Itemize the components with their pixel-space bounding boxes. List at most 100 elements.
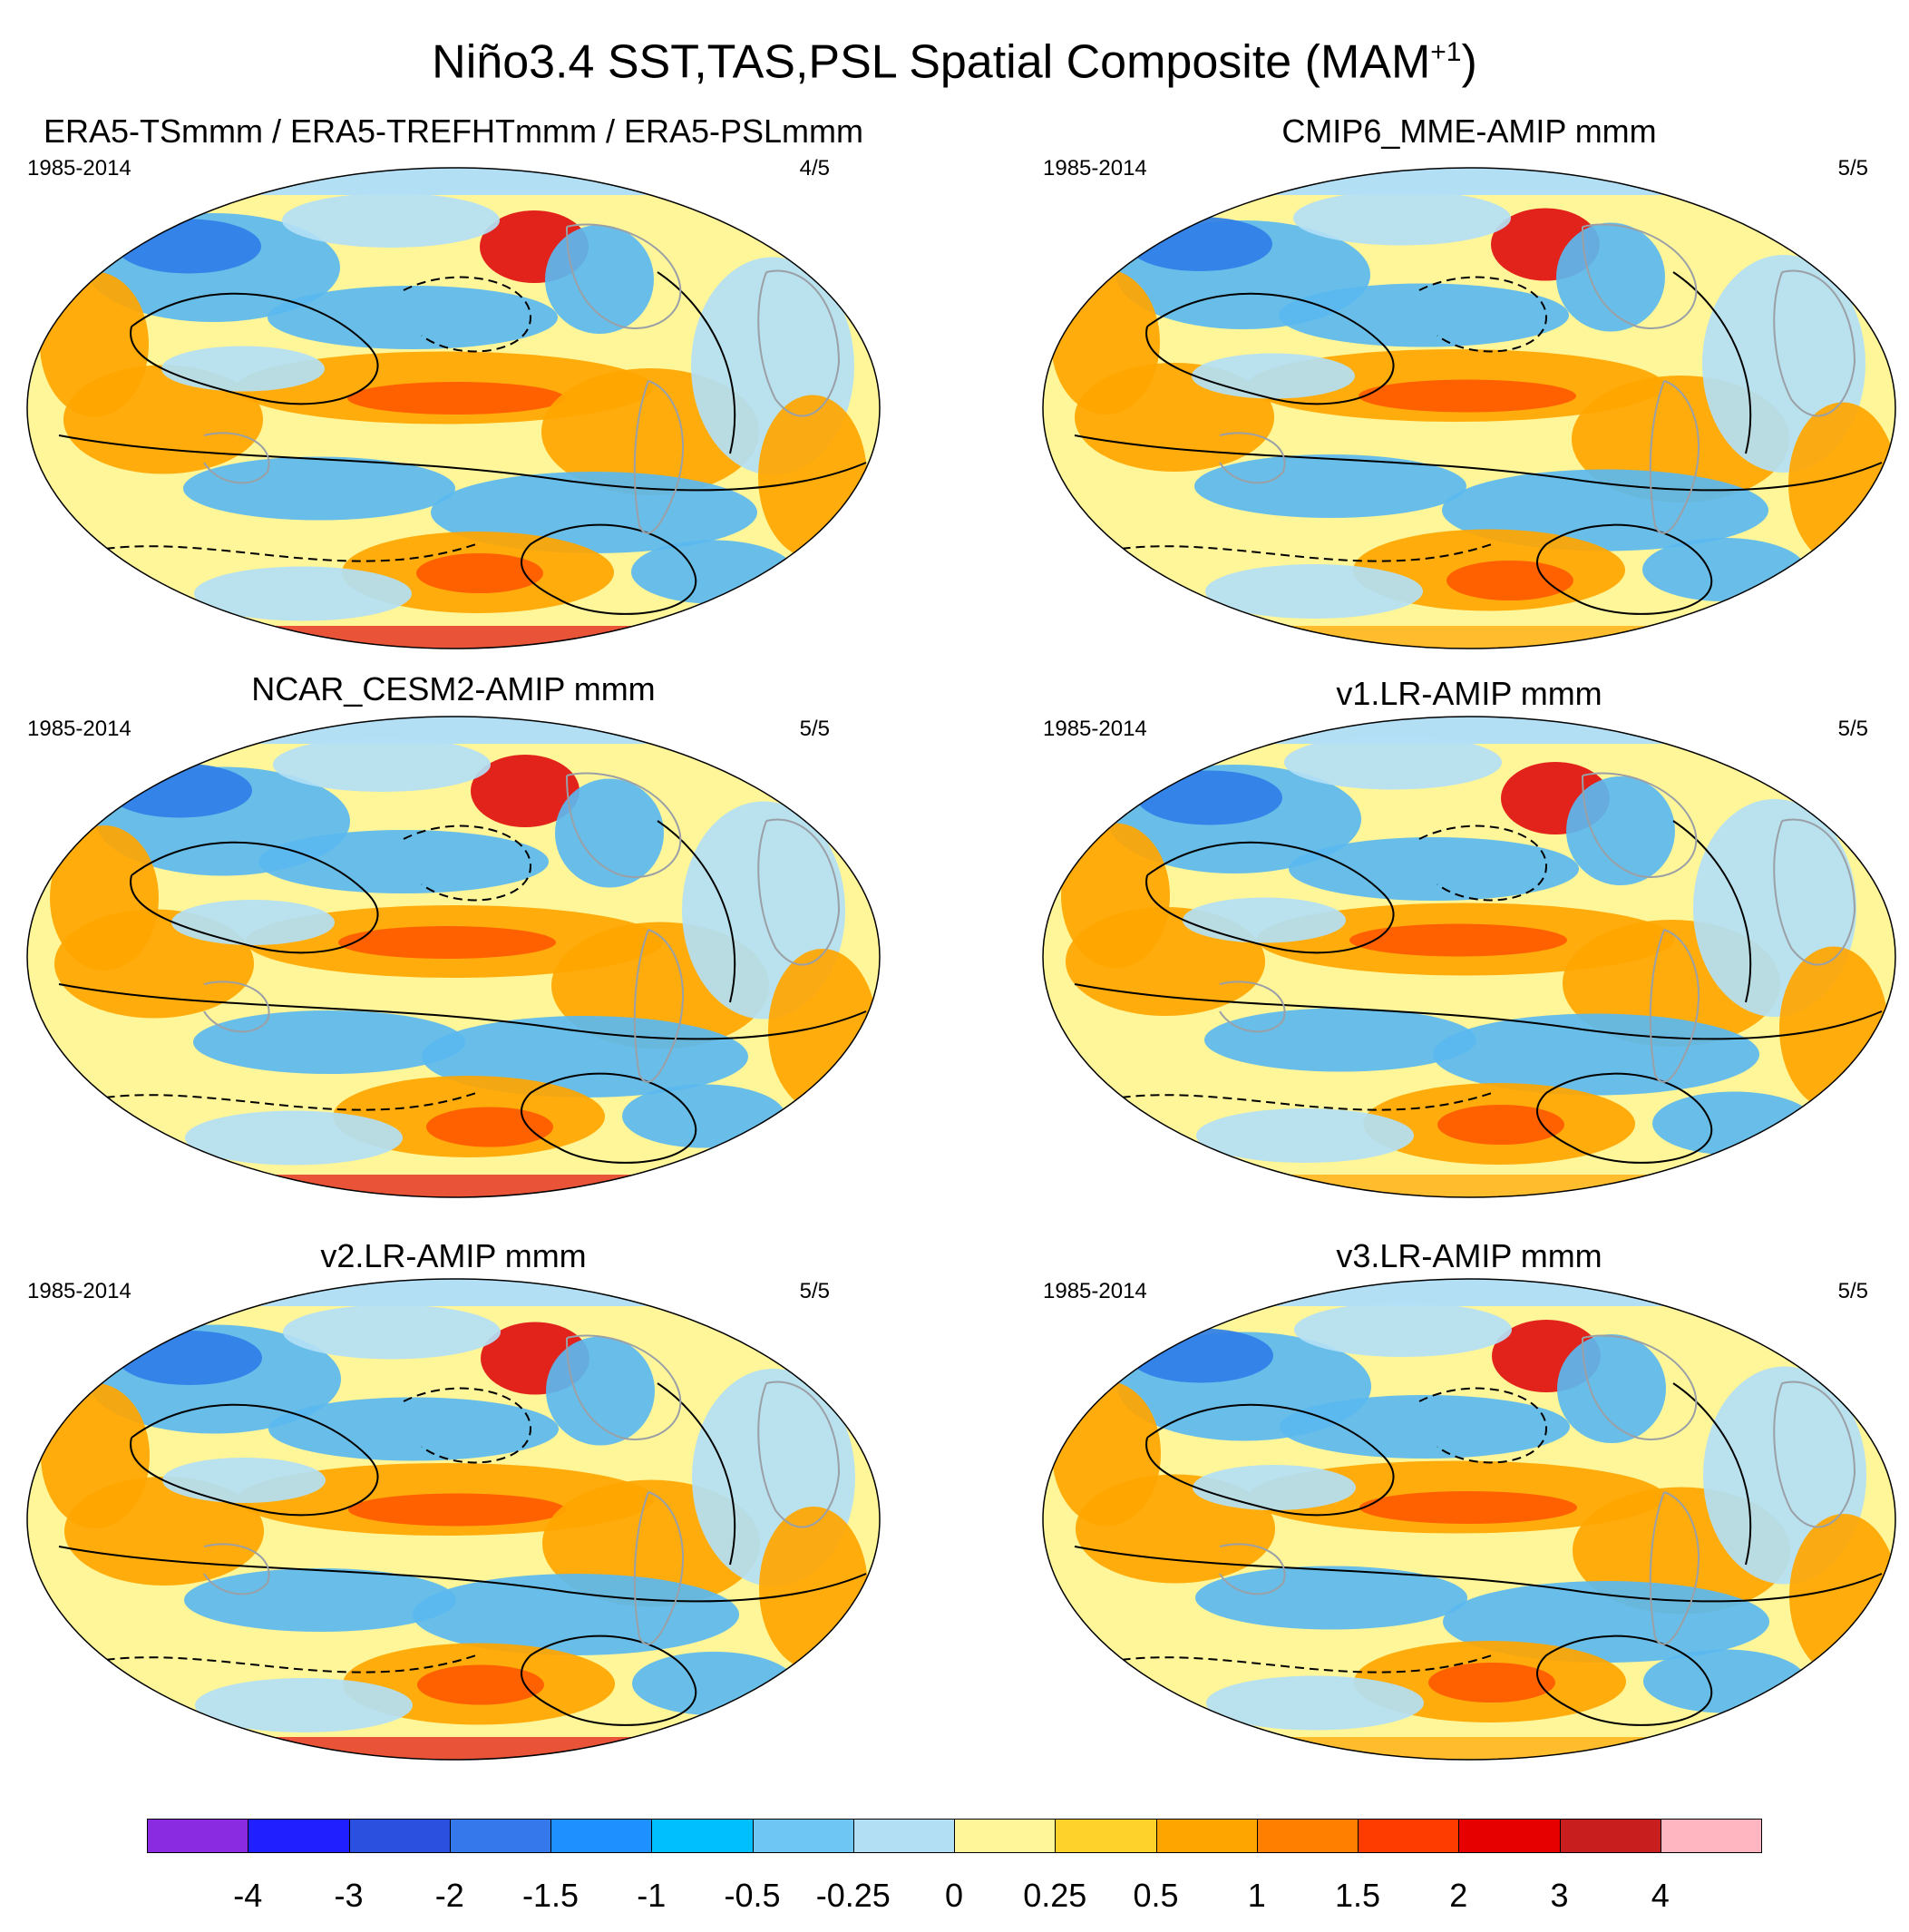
coastline [1219, 1543, 1286, 1595]
colorbar-tick-label: 0 [944, 1877, 964, 1914]
anomaly-patch [1194, 454, 1466, 518]
anomaly-patch [759, 1507, 868, 1670]
colorbar-swatch [348, 1819, 451, 1853]
anomaly-patch [632, 1652, 795, 1715]
coastline [566, 772, 682, 878]
colorbar-tick-label: -0.25 [815, 1877, 891, 1914]
colorbar-tick-label: -1.5 [521, 1877, 580, 1914]
anomaly-patch [631, 540, 794, 604]
anomaly-patch [1284, 735, 1502, 790]
anomaly-patch [1192, 353, 1355, 399]
coastline [203, 981, 270, 1033]
panel-period: 1985-2014 [1043, 717, 1147, 741]
colorbar-tick-label: 1.5 [1334, 1877, 1381, 1914]
anomaly-patch [282, 193, 500, 248]
colorbar-swatch [954, 1819, 1057, 1853]
anomaly-patch [185, 1110, 403, 1166]
colorbar-tick-label: 2 [1449, 1877, 1468, 1914]
map-panel-era5: ERA5-TSmmm / ERA5-TREFHTmmm / ERA5-PSLmm… [0, 109, 907, 653]
anomaly-patch [545, 225, 654, 334]
anomaly-patch [1643, 1649, 1807, 1713]
anomaly-patch [1137, 770, 1282, 825]
anomaly-patch [162, 1458, 326, 1503]
anomaly-patch [417, 1664, 544, 1705]
anomaly-patch [413, 1574, 739, 1655]
panel-title: v3.LR-AMIP mmm [1336, 1237, 1602, 1274]
psl-contour [521, 1072, 697, 1164]
panel-period: 1985-2014 [1043, 156, 1147, 181]
anomaly-patch [171, 900, 335, 945]
anomaly-patch [194, 566, 412, 621]
anomaly-patch [471, 755, 580, 827]
coastline [1582, 223, 1698, 329]
composite-map [1042, 1278, 1896, 1761]
panel-ratio: 5/5 [1837, 717, 1868, 741]
psl-contour [521, 1634, 697, 1726]
coastline [566, 1334, 682, 1440]
anomaly-patch [193, 1010, 465, 1074]
coastline [1773, 818, 1856, 966]
colorbar-tick-label: -3 [334, 1877, 364, 1914]
coastline [1649, 929, 1700, 1083]
anomaly-patch [1779, 946, 1888, 1110]
psl-contour [76, 1092, 477, 1111]
anomaly-patch [107, 763, 252, 818]
psl-contour [1092, 1654, 1493, 1673]
psl-contour [58, 434, 867, 492]
colorbar-swatch [449, 1819, 551, 1853]
colorbar-swatch [1458, 1819, 1561, 1853]
colorbar-tick-label: 4 [1651, 1877, 1670, 1914]
composite-map [26, 167, 881, 649]
colorbar-tick-label: 3 [1550, 1877, 1569, 1914]
coastline [1582, 1334, 1698, 1440]
anomaly-patch [183, 456, 455, 521]
psl-contour [657, 820, 736, 1003]
colorbar-tick-label: -0.5 [724, 1877, 781, 1914]
anomaly-patch [1446, 561, 1573, 600]
anomaly-patch [41, 1383, 150, 1528]
anomaly-patch [416, 553, 543, 593]
colorbar-swatch [1358, 1819, 1460, 1853]
psl-contour [657, 271, 736, 454]
colorbar-swatch [651, 1819, 754, 1853]
panel-title: ERA5-TSmmm / ERA5-TREFHTmmm / ERA5-PSLmm… [43, 112, 864, 150]
colorbar-swatch [1155, 1819, 1258, 1853]
anomaly-patch [1204, 1008, 1476, 1072]
psl-contour [1145, 1403, 1395, 1517]
anomaly-patch [268, 286, 558, 349]
composite-map [1042, 716, 1896, 1198]
psl-contour [58, 983, 867, 1040]
map-border [1042, 716, 1896, 1198]
psl-contour [76, 1654, 477, 1673]
anomaly-patch [195, 1678, 413, 1732]
psl-contour [130, 841, 379, 954]
psl-contour [521, 523, 697, 615]
psl-contour [1672, 271, 1752, 454]
anomaly-patch [283, 1304, 501, 1360]
panel-ratio: 5/5 [1837, 156, 1868, 181]
colorbar-swatch [1055, 1819, 1157, 1853]
map-panel-v3lr: v3.LR-AMIP mmm 1985-2014 5/5 [1016, 1234, 1909, 1778]
map-panel-cmip6: CMIP6_MME-AMIP mmm 1985-2014 5/5 [1016, 109, 1909, 653]
map-panel-v2lr: v2.LR-AMIP mmm 1985-2014 5/5 [0, 1234, 907, 1778]
colorbar-swatch [1559, 1819, 1661, 1853]
anomaly-patch [622, 1084, 785, 1148]
anomaly-patch [1437, 1105, 1564, 1145]
anomaly-patch [40, 271, 149, 417]
anomaly-patch [555, 778, 664, 888]
anomaly-patch [1061, 823, 1170, 969]
psl-contour [1074, 434, 1883, 492]
colorbar-swatch [147, 1819, 249, 1853]
map-border [1042, 167, 1896, 649]
anomaly-patch [1205, 564, 1423, 619]
panel-title: CMIP6_MME-AMIP mmm [1281, 112, 1657, 150]
panel-period: 1985-2014 [1043, 1279, 1147, 1303]
anomaly-patch [1289, 837, 1579, 901]
psl-contour [130, 1403, 379, 1517]
map-border [26, 716, 881, 1198]
anomaly-patch [1359, 1491, 1577, 1524]
anomaly-patch [1642, 538, 1806, 601]
anomaly-patch [1052, 1381, 1161, 1527]
coastline [1773, 1381, 1856, 1528]
colorbar-tick-label: 1 [1247, 1877, 1266, 1914]
